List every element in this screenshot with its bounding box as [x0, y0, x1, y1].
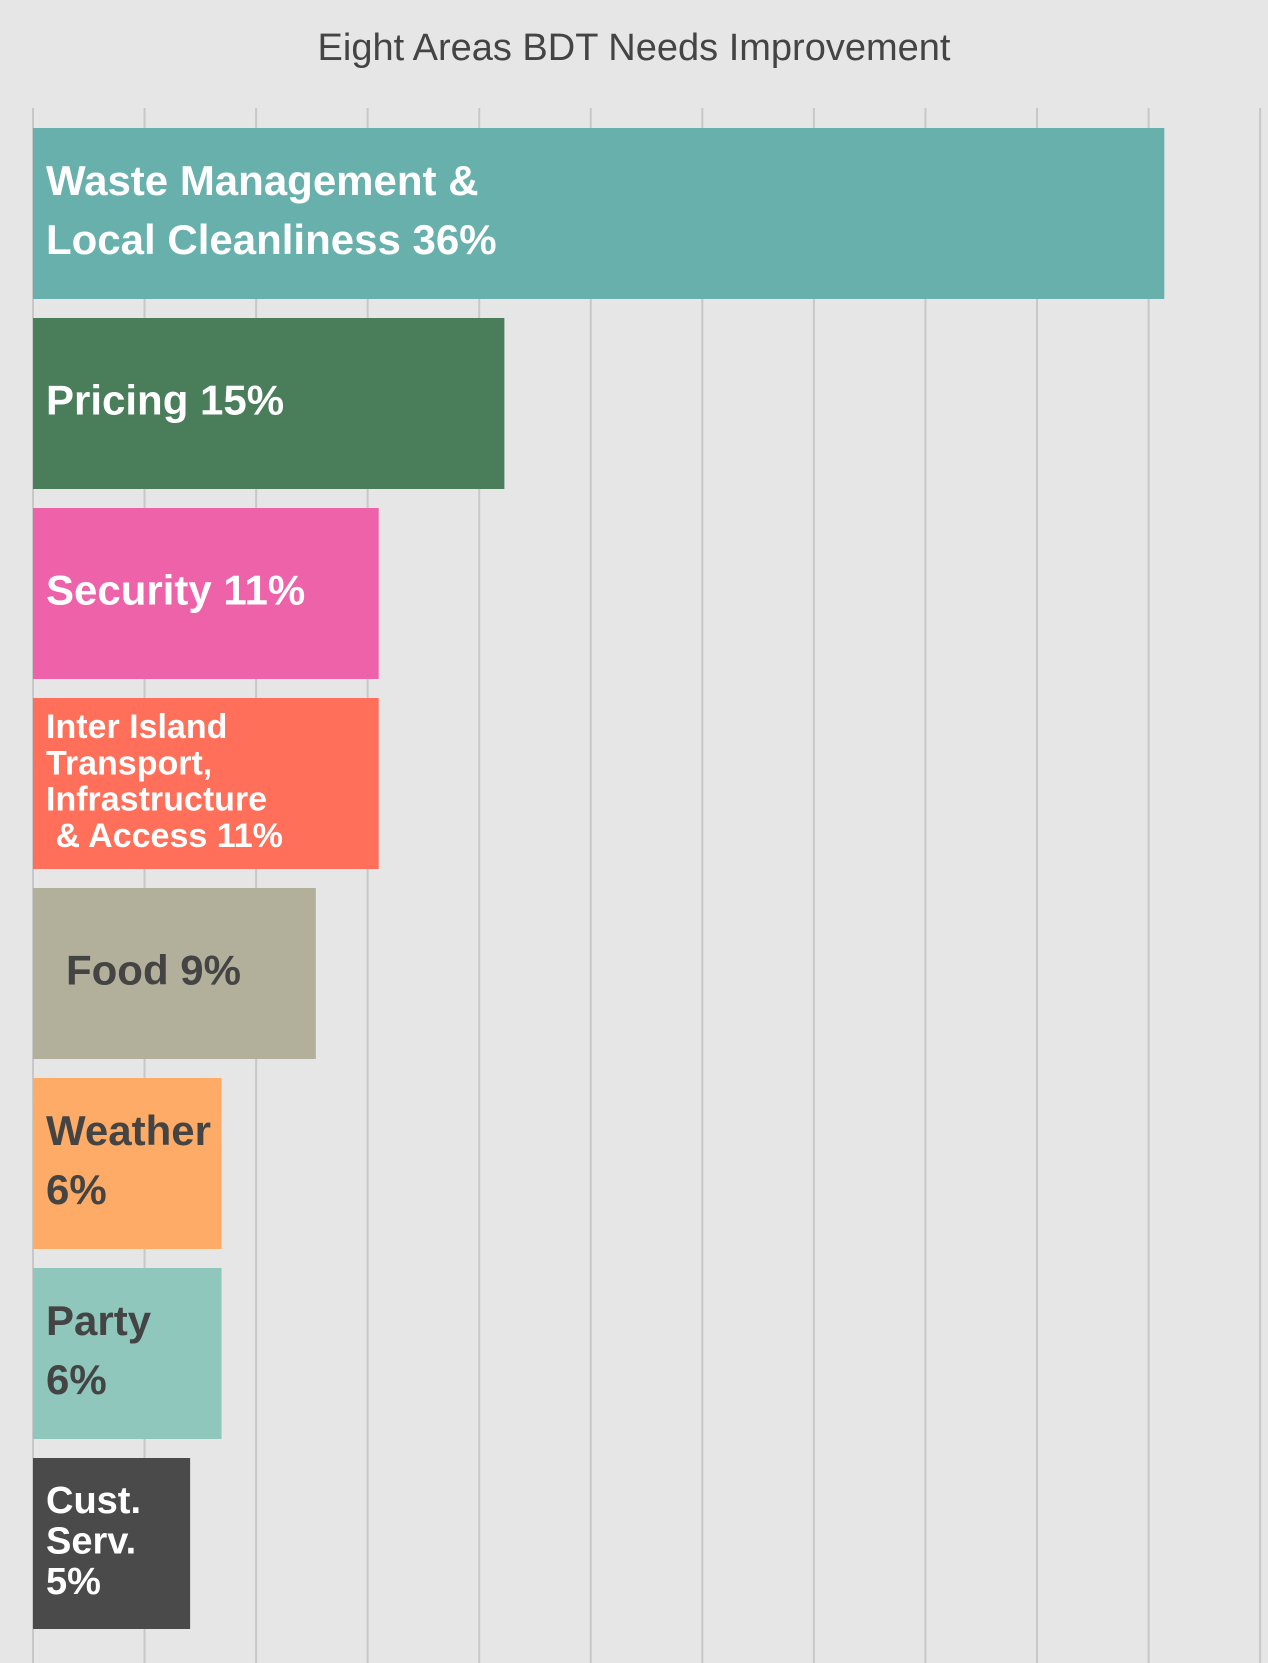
bar-label: Transport, [46, 744, 212, 782]
bar-label: Party [46, 1297, 152, 1344]
bar-label: Cust. [46, 1480, 141, 1522]
bar [33, 888, 316, 1059]
bar-label: Food 9% [66, 947, 241, 994]
bar-label: Infrastructure [46, 781, 267, 819]
bar [33, 1078, 222, 1249]
bar-label: Serv. [46, 1521, 136, 1563]
bar-label: 6% [46, 1166, 107, 1213]
bar [33, 698, 379, 869]
bar-label: Local Cleanliness 36% [46, 216, 497, 263]
bar [33, 128, 1165, 299]
bar-label: Pricing 15% [46, 377, 284, 424]
bar-label: 5% [46, 1561, 101, 1603]
chart-title: Eight Areas BDT Needs Improvement [318, 27, 951, 69]
bar [33, 1458, 191, 1629]
bar-label: Waste Management & [46, 157, 479, 204]
bar [33, 508, 379, 679]
bar [33, 1268, 222, 1439]
bar-label: 6% [46, 1356, 107, 1403]
bar [33, 318, 505, 489]
bar-label: Security 11% [46, 567, 305, 614]
bar-label: Inter Island [46, 708, 227, 746]
bar-label: & Access 11% [46, 817, 283, 855]
bar-label: Weather [46, 1107, 211, 1154]
